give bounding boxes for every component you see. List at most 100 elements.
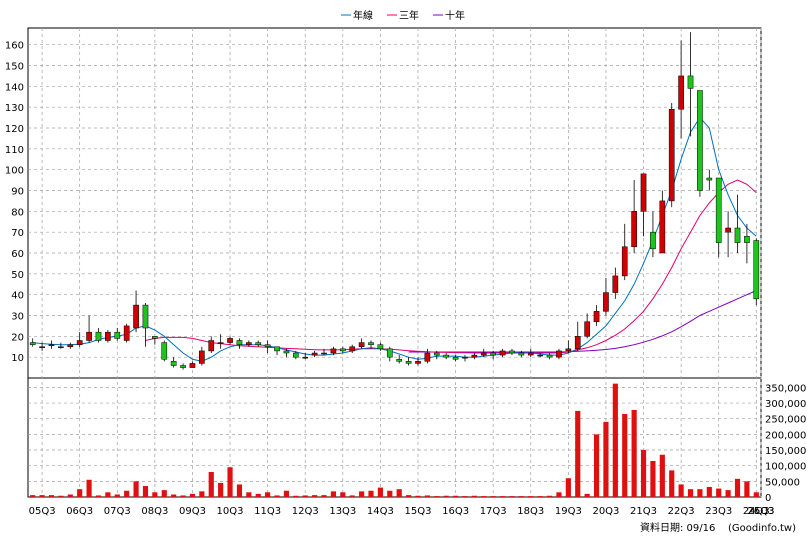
candle-body <box>753 240 760 300</box>
time-tick-label: 16Q3 <box>442 506 469 517</box>
volume-bar <box>302 495 308 497</box>
time-tick-label: 18Q3 <box>517 506 544 517</box>
volume-bar <box>396 489 402 497</box>
candle-body <box>443 354 450 358</box>
volume-bar <box>706 486 712 497</box>
volume-bar <box>124 490 130 497</box>
time-tick-label: 19Q3 <box>555 506 582 517</box>
candle-body <box>189 363 196 368</box>
volume-bar <box>58 495 64 497</box>
volume-bar <box>171 494 177 497</box>
volume-bar <box>471 495 477 497</box>
price-tick-label: 120 <box>5 124 24 135</box>
candle-body <box>556 350 562 358</box>
volume-bar <box>603 421 609 497</box>
volume-bar <box>744 481 750 497</box>
volume-bar <box>39 495 45 497</box>
price-tick-label: 40 <box>11 291 24 302</box>
candle-body <box>358 342 365 348</box>
candle-body <box>433 352 440 356</box>
volume-tick-label: 100,000 <box>765 462 806 473</box>
volume-bar <box>415 495 421 497</box>
volume-tick-label: 200,000 <box>765 430 806 441</box>
candle-body <box>292 352 299 358</box>
candle-body <box>217 342 224 344</box>
volume-bar <box>293 495 299 497</box>
volume-bar <box>180 495 186 497</box>
candle-body <box>95 331 102 341</box>
volume-bar <box>443 495 449 497</box>
candle-body <box>678 75 684 110</box>
volume-bar <box>312 495 318 497</box>
candle-body <box>86 331 92 341</box>
volume-bar <box>452 495 459 497</box>
volume-bar <box>546 495 553 497</box>
candle-body <box>368 342 374 345</box>
volume-bar <box>499 496 506 497</box>
candle-body <box>415 361 421 364</box>
volume-bar <box>631 409 637 497</box>
volume-bar <box>359 491 365 497</box>
volume-bar <box>218 482 224 497</box>
candle-body <box>640 173 647 212</box>
volume-bar <box>321 495 327 497</box>
legend: 年線 三年 十年 <box>341 9 465 22</box>
time-tick-label: 20Q3 <box>592 506 619 517</box>
candle-body <box>462 356 468 359</box>
candle-body <box>396 359 403 362</box>
candle-body <box>76 340 83 345</box>
volume-bar <box>255 493 261 497</box>
candle-body <box>715 177 722 243</box>
candle-body <box>246 342 252 345</box>
volume-bar <box>133 481 139 497</box>
candle-body <box>386 348 393 358</box>
time-tick-label: 05Q3 <box>29 506 56 517</box>
time-tick-label: 17Q3 <box>480 506 507 517</box>
candle-body <box>302 356 309 359</box>
volume-bar <box>556 492 562 497</box>
price-tick-label: 20 <box>11 332 24 343</box>
candle-body <box>518 352 525 356</box>
candle-body <box>537 354 543 357</box>
volume-bar <box>659 454 665 497</box>
volume-bar <box>734 478 741 497</box>
volume-bar <box>208 471 214 497</box>
volume-bar <box>199 491 205 497</box>
volume-bar <box>612 383 618 497</box>
price-tick-label: 30 <box>11 312 24 323</box>
volume-bar <box>490 496 496 497</box>
time-tick-label: 06Q3 <box>66 506 93 517</box>
volume-bar <box>575 410 581 497</box>
volume-bar <box>330 491 337 497</box>
candle-body <box>114 331 121 339</box>
price-tick-label: 70 <box>11 228 24 239</box>
price-tick-label: 150 <box>5 62 24 73</box>
time-tick-label: 15Q3 <box>405 506 432 517</box>
candle-body <box>697 90 703 191</box>
candle-body <box>283 350 290 354</box>
candle-body <box>593 311 600 323</box>
volume-bar <box>584 493 590 497</box>
price-tick-label: 130 <box>5 103 24 114</box>
time-tick-label: 07Q3 <box>104 506 131 517</box>
volume-tick-label: 150,000 <box>765 446 806 457</box>
candle-body <box>330 348 337 354</box>
candle-body <box>621 246 628 277</box>
volume-tick-label: 50,000 <box>765 477 800 488</box>
footer-date: 資料日期: 09/16 <box>640 521 715 534</box>
candle-body <box>452 356 459 360</box>
price-tick-label: 140 <box>5 82 24 93</box>
volume-bar <box>650 460 656 497</box>
volume-bar <box>114 494 120 497</box>
time-axis: 05Q3 06Q3 07Q3 08Q3 09Q3 10Q3 11Q3 12Q3 13Q3 14Q3… <box>29 506 775 517</box>
price-tick-label: 80 <box>11 207 24 218</box>
candle-body <box>123 325 130 341</box>
price-axis: 10 20 30 40 50 60 70 80 90 100 110 120 130 140 150 160 <box>5 41 24 364</box>
candle-body <box>490 352 497 356</box>
volume-bar <box>368 490 374 497</box>
price-tick-label: 50 <box>11 270 24 281</box>
candle-body <box>255 342 262 345</box>
candle-body <box>744 236 750 243</box>
volume-bar <box>528 496 534 497</box>
candle-body <box>527 352 534 356</box>
